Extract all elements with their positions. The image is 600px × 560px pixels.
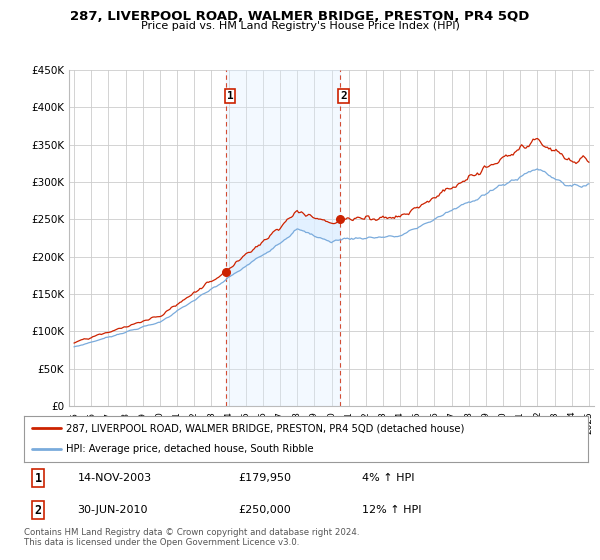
- Text: 2: 2: [35, 503, 41, 516]
- Text: 14-NOV-2003: 14-NOV-2003: [77, 473, 152, 483]
- Text: Contains HM Land Registry data © Crown copyright and database right 2024.
This d: Contains HM Land Registry data © Crown c…: [24, 528, 359, 547]
- Text: 30-JUN-2010: 30-JUN-2010: [77, 505, 148, 515]
- Text: Price paid vs. HM Land Registry's House Price Index (HPI): Price paid vs. HM Land Registry's House …: [140, 21, 460, 31]
- Text: £179,950: £179,950: [238, 473, 292, 483]
- Text: 287, LIVERPOOL ROAD, WALMER BRIDGE, PRESTON, PR4 5QD (detached house): 287, LIVERPOOL ROAD, WALMER BRIDGE, PRES…: [66, 423, 464, 433]
- Text: HPI: Average price, detached house, South Ribble: HPI: Average price, detached house, Sout…: [66, 445, 314, 455]
- Text: £250,000: £250,000: [238, 505, 291, 515]
- Text: 1: 1: [35, 472, 41, 485]
- Text: 1: 1: [227, 91, 233, 101]
- Text: 287, LIVERPOOL ROAD, WALMER BRIDGE, PRESTON, PR4 5QD: 287, LIVERPOOL ROAD, WALMER BRIDGE, PRES…: [70, 10, 530, 23]
- Text: 12% ↑ HPI: 12% ↑ HPI: [362, 505, 422, 515]
- Text: 4% ↑ HPI: 4% ↑ HPI: [362, 473, 415, 483]
- Bar: [226, 70, 340, 406]
- Text: 2: 2: [340, 91, 347, 101]
